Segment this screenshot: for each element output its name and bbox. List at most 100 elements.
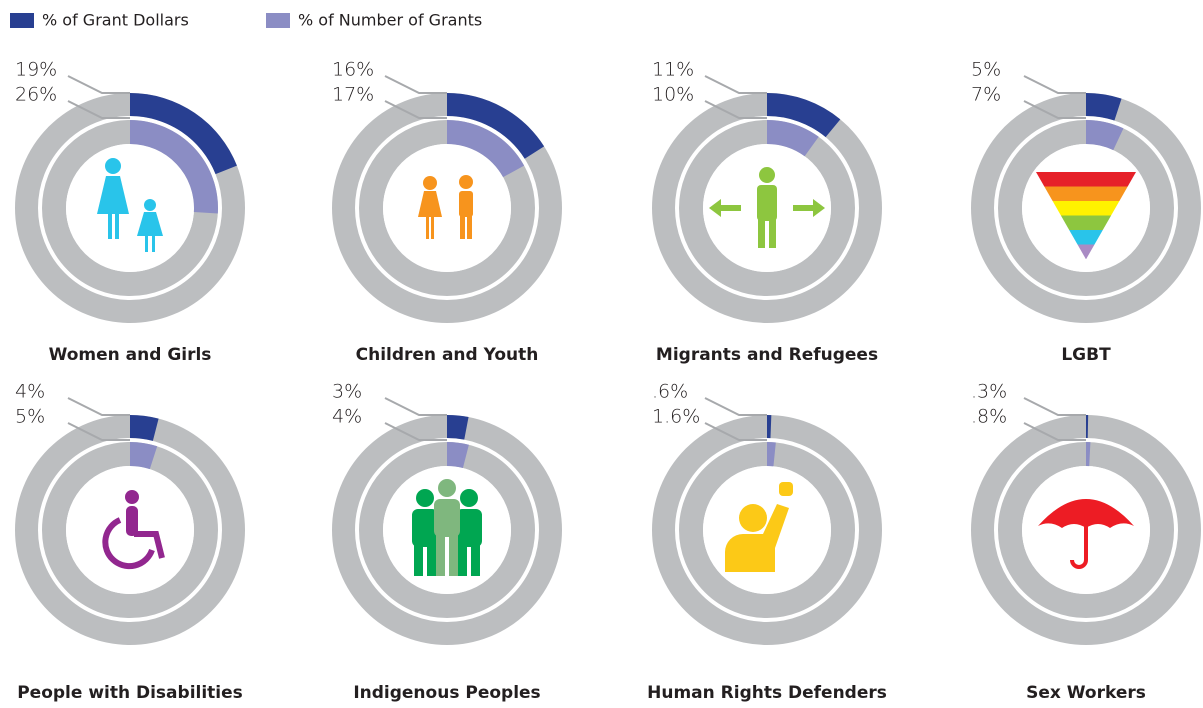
icon [126,506,138,536]
icon [416,489,434,507]
ring-segment [767,120,819,157]
ring-segment [130,93,237,175]
icon [427,542,436,576]
value-label: 10% [652,84,694,106]
value-label: 17% [332,84,374,106]
icon [458,542,467,576]
icon [414,542,423,576]
legend-swatch [266,13,290,28]
leader-line [67,397,130,416]
leader-line [67,100,130,119]
chart-title: LGBT [1061,345,1111,365]
icon [779,482,793,496]
leader-line [67,422,130,441]
value-label: 1.6% [652,406,700,428]
chart-title: Children and Youth [356,345,539,365]
leader-line [384,100,447,119]
icon [144,199,156,211]
value-label: .3% [971,381,1007,403]
value-label: 16% [332,59,374,81]
icon [460,215,465,239]
icon [97,176,129,214]
icon [459,191,473,217]
value-label: .6% [652,381,688,403]
icon [125,490,139,504]
icon [456,509,482,547]
leader-line [704,75,767,94]
icon [725,504,789,572]
ring-segment [447,93,545,159]
value-label: 19% [15,59,57,81]
ring-segment [1086,93,1122,121]
icon [431,217,434,239]
icon [1069,230,1103,245]
value-label: .8% [971,406,1007,428]
leader-line [704,100,767,119]
chart-title: People with Disabilities [17,683,243,703]
icon [105,158,121,174]
center [383,144,511,272]
icon [137,212,163,236]
icon [449,532,458,576]
icon [758,218,765,248]
icon [152,236,155,252]
leader-line [384,422,447,441]
icon [108,213,112,239]
icon [759,167,775,183]
legend-swatch [10,13,34,28]
chart-title: Indigenous Peoples [353,683,540,703]
legend-label: % of Number of Grants [298,11,482,30]
leader-line [704,422,767,441]
leader-line [67,75,130,94]
ring-segment [130,415,159,441]
icon [769,218,776,248]
ring-segment [767,442,776,467]
leader-line [1023,397,1086,416]
icon [1036,172,1136,187]
icon [423,176,437,190]
value-label: 3% [332,381,362,403]
value-label: 4% [15,381,45,403]
ring-segment [1086,120,1124,151]
icon [459,175,473,189]
icon [757,185,777,221]
icon [134,531,165,559]
icon [1077,244,1095,259]
value-label: 5% [15,406,45,428]
leader-line [384,75,447,94]
legend-label: % of Grant Dollars [42,11,189,30]
icon [1052,201,1120,216]
ring-segment [447,415,469,440]
icon [418,191,442,217]
leader-line [384,397,447,416]
leader-line [1023,422,1086,441]
leader-line [704,397,767,416]
value-label: 4% [332,406,362,428]
icon [1044,186,1128,201]
chart-title: Sex Workers [1026,683,1146,703]
value-label: 5% [971,59,1001,81]
center [66,144,194,272]
ring-segment [130,120,218,214]
value-label: 7% [971,84,1001,106]
leader-line [1023,75,1086,94]
icon [145,236,148,252]
value-label: 11% [652,59,694,81]
chart-title: Women and Girls [49,345,212,365]
ring-segment [1086,415,1089,439]
icon [793,199,825,217]
icon [426,217,429,239]
ring-segment [767,415,772,439]
icon [471,542,480,576]
icon [739,504,767,532]
icon [115,213,119,239]
icon [436,532,445,576]
chart-title: Migrants and Refugees [656,345,878,365]
icon [460,489,478,507]
ring-segment [447,120,525,178]
icon [434,499,460,537]
icon [709,199,741,217]
ring-segment [447,442,469,469]
ring-segment [130,442,158,470]
icon [1070,510,1088,569]
